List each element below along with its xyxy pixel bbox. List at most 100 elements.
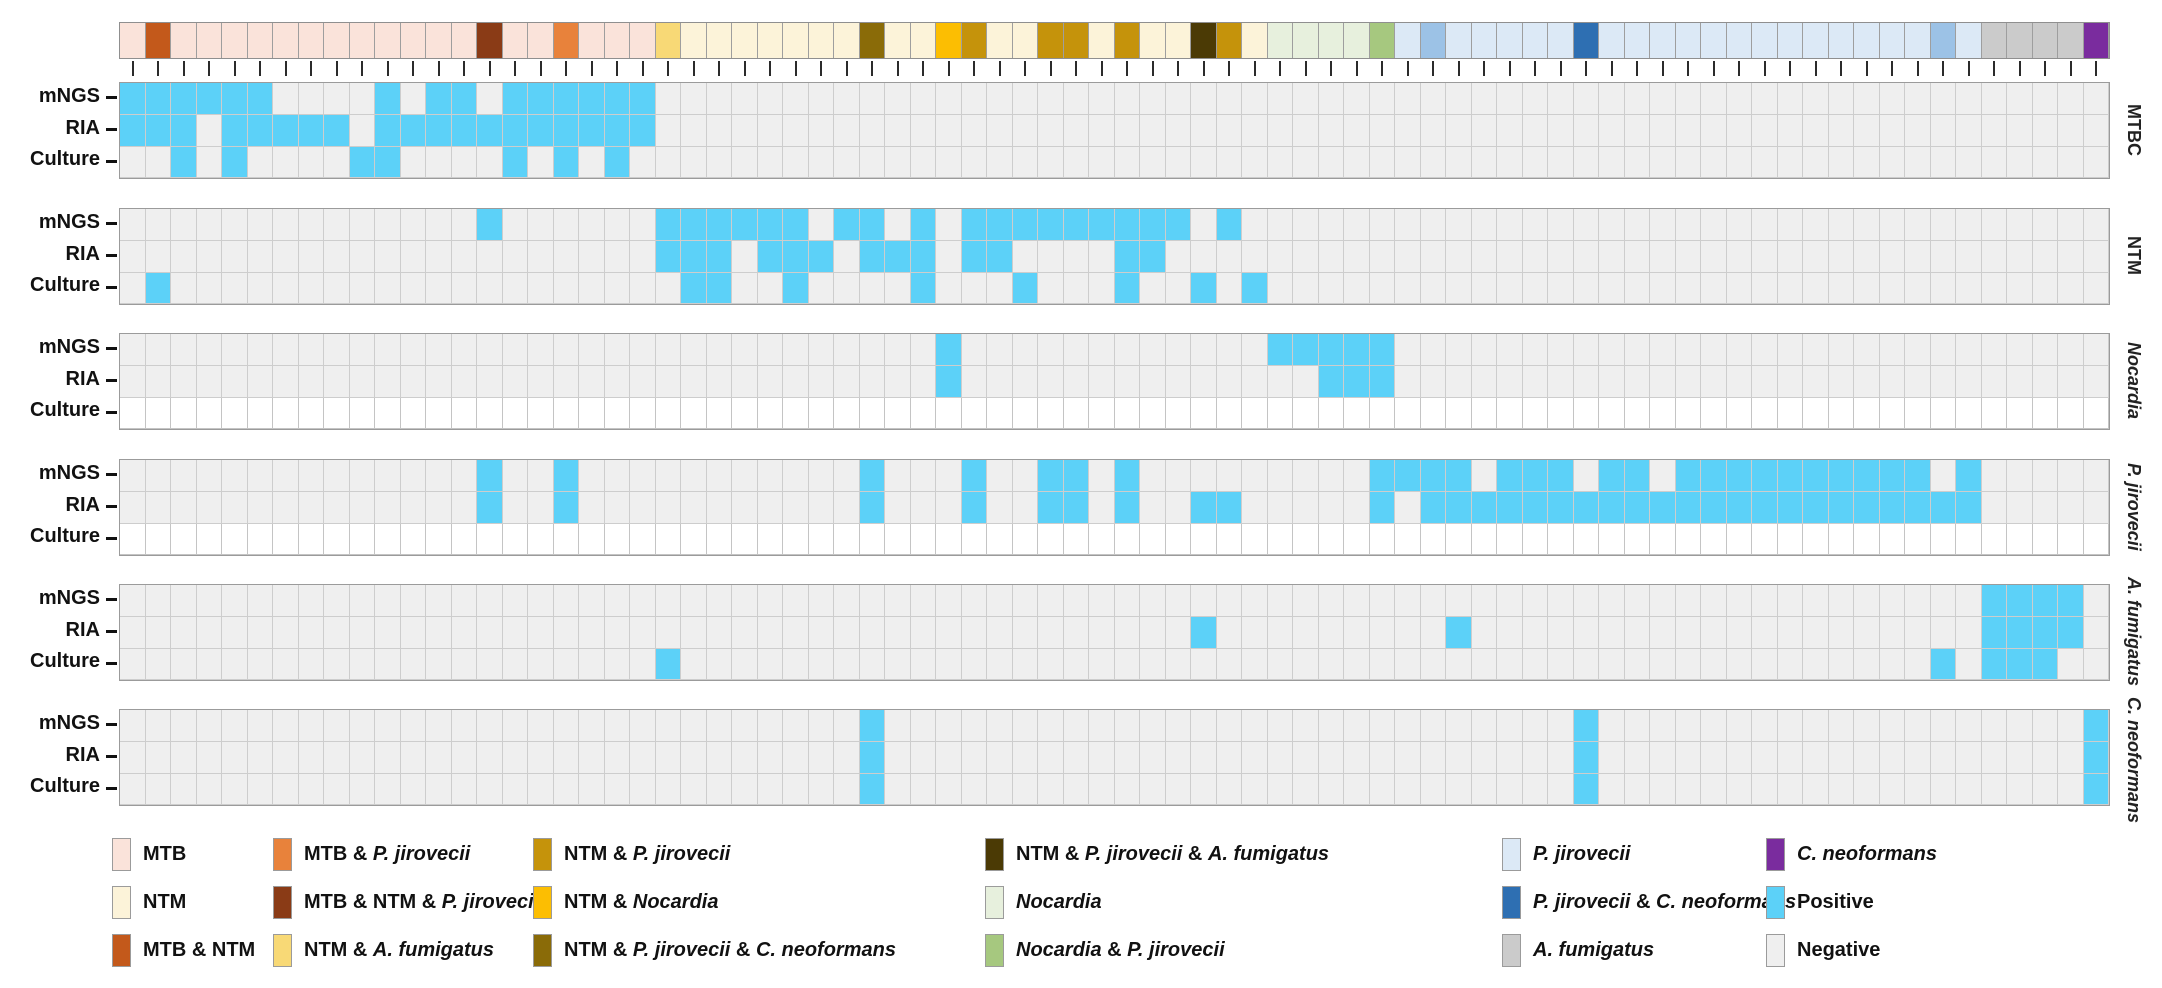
category-cell — [655, 23, 681, 58]
heatmap-cell — [681, 773, 707, 806]
heatmap-cell — [1089, 114, 1115, 147]
heatmap-cell — [1063, 272, 1089, 305]
x-tick — [2095, 61, 2098, 76]
heatmap-cell — [2007, 741, 2033, 774]
category-cell — [783, 23, 809, 58]
heatmap-cell — [1420, 648, 1446, 681]
heatmap-cell — [1038, 523, 1064, 556]
heatmap-cell — [1752, 523, 1778, 556]
category-cell — [1752, 23, 1778, 58]
heatmap-cell — [936, 272, 962, 305]
x-tick — [157, 61, 160, 76]
heatmap-cell — [1038, 491, 1064, 524]
x-tick — [794, 61, 797, 76]
heatmap-cell — [247, 83, 273, 115]
heatmap-cell — [987, 272, 1013, 305]
y-tick — [106, 598, 117, 602]
heatmap-cell — [196, 648, 222, 681]
x-tick — [233, 61, 236, 76]
heatmap-cell — [375, 334, 401, 366]
y-tick — [106, 723, 117, 727]
heatmap-cell — [1344, 523, 1370, 556]
heatmap-cell — [528, 773, 554, 806]
category-cell — [1089, 23, 1115, 58]
heatmap-cell — [1089, 773, 1115, 806]
heatmap-cell — [1446, 710, 1472, 742]
heatmap-cell — [757, 272, 783, 305]
heatmap-cell — [1267, 114, 1293, 147]
heatmap-cell — [1114, 365, 1140, 398]
heatmap-cell — [1471, 773, 1497, 806]
heatmap-cell — [1395, 83, 1421, 115]
heatmap-cell — [1675, 114, 1701, 147]
heatmap-cell — [502, 616, 528, 649]
label-text: P. jirovecii — [1533, 843, 1631, 865]
heatmap-cell — [604, 334, 630, 366]
heatmap-cell — [1471, 648, 1497, 681]
heatmap-cell — [2032, 272, 2058, 305]
heatmap-cell — [1752, 397, 1778, 430]
heatmap-cell — [1599, 397, 1625, 430]
heatmap-cell — [1803, 773, 1829, 806]
category-cell — [1420, 23, 1446, 58]
heatmap-cell — [1726, 146, 1752, 179]
heatmap-cell — [375, 272, 401, 305]
heatmap-cell — [477, 648, 503, 681]
heatmap-cell — [579, 334, 605, 366]
heatmap-cell — [757, 146, 783, 179]
heatmap-cell — [222, 114, 248, 147]
heatmap-cell — [1777, 585, 1803, 617]
heatmap-cell — [298, 460, 324, 492]
heatmap-cell — [1752, 83, 1778, 115]
heatmap-cell — [1522, 334, 1548, 366]
heatmap-cell — [324, 523, 350, 556]
category-cell — [145, 23, 171, 58]
heatmap-cell — [630, 741, 656, 774]
heatmap-cell — [2058, 648, 2084, 681]
heatmap-cell — [910, 209, 936, 241]
category-cell — [1497, 23, 1523, 58]
assay-row-label: Culture — [30, 274, 100, 297]
heatmap-cell — [1548, 741, 1574, 774]
x-tick — [1891, 61, 1894, 76]
heatmap-cell — [1879, 146, 1905, 179]
legend-label-ntm_pj_cn: NTM & P. jirovecii & C. neoformans — [564, 934, 896, 967]
heatmap-cell — [247, 523, 273, 556]
x-tick — [1177, 61, 1180, 76]
heatmap-cell — [247, 491, 273, 524]
heatmap-cell — [120, 648, 146, 681]
label-text: Nocardia — [1016, 939, 1102, 961]
heatmap-cell — [1828, 523, 1854, 556]
heatmap-cell — [349, 334, 375, 366]
category-cell — [1395, 23, 1421, 58]
heatmap-cell — [1497, 397, 1523, 430]
heatmap-cell — [1675, 334, 1701, 366]
category-cell — [2083, 23, 2109, 58]
heatmap-cell — [324, 365, 350, 398]
category-cell — [1191, 23, 1217, 58]
heatmap-cell — [247, 272, 273, 305]
x-tick — [1406, 61, 1409, 76]
heatmap-cell — [2083, 585, 2109, 617]
heatmap-cell — [1420, 491, 1446, 524]
heatmap-cell — [349, 240, 375, 273]
heatmap-cell — [885, 146, 911, 179]
heatmap-cell — [1446, 334, 1472, 366]
category-cell — [222, 23, 248, 58]
heatmap-cell — [1752, 460, 1778, 492]
heatmap-cell — [1599, 491, 1625, 524]
heatmap-cell — [681, 272, 707, 305]
category-cell — [1012, 23, 1038, 58]
x-tick — [922, 61, 925, 76]
heatmap-cell — [885, 397, 911, 430]
heatmap-cell — [1701, 710, 1727, 742]
heatmap-cell — [247, 114, 273, 147]
heatmap-cell — [1522, 240, 1548, 273]
heatmap-cell — [1981, 397, 2007, 430]
category-cell — [1548, 23, 1574, 58]
heatmap-cell — [1956, 240, 1982, 273]
heatmap-cell — [1140, 491, 1166, 524]
category-cell — [1369, 23, 1395, 58]
heatmap-cell — [1548, 648, 1574, 681]
heatmap-cell — [528, 648, 554, 681]
